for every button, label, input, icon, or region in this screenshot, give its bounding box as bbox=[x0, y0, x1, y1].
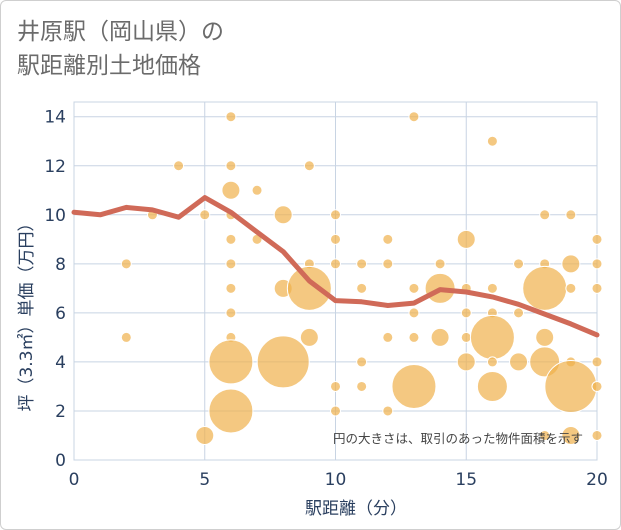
data-bubble bbox=[303, 160, 315, 172]
y-axis-label: 坪（3.3㎡）単価（万円） bbox=[17, 214, 37, 411]
y-tick-label: 12 bbox=[44, 157, 66, 177]
data-bubble bbox=[565, 282, 577, 294]
plot-border bbox=[73, 101, 598, 461]
data-bubble bbox=[330, 380, 341, 392]
data-bubble bbox=[299, 327, 319, 347]
data-bubble bbox=[486, 135, 498, 147]
data-bubble bbox=[391, 363, 437, 409]
data-bubble bbox=[221, 180, 241, 200]
chart-title-line-2: 駅距離別土地価格 bbox=[17, 53, 201, 79]
grid-lines bbox=[73, 101, 598, 461]
data-bubble bbox=[561, 254, 581, 274]
data-bubble bbox=[208, 339, 254, 385]
data-bubble bbox=[544, 359, 598, 413]
data-bubble bbox=[199, 209, 211, 221]
data-bubble bbox=[513, 258, 525, 270]
data-bubble bbox=[513, 307, 525, 319]
data-bubble bbox=[251, 184, 263, 196]
data-bubble bbox=[330, 233, 341, 245]
data-bubble bbox=[430, 327, 450, 347]
data-bubble bbox=[408, 282, 420, 294]
data-bubble bbox=[539, 209, 551, 221]
bubble-layer bbox=[120, 111, 603, 445]
bubble-size-note: 円の大きさは、取引のあった物件面積を示す bbox=[333, 431, 583, 446]
x-tick-label: 5 bbox=[199, 470, 210, 490]
data-bubble bbox=[591, 282, 603, 294]
data-bubble bbox=[522, 265, 568, 311]
data-bubble bbox=[456, 352, 476, 372]
data-bubble bbox=[225, 111, 237, 123]
data-bubble bbox=[434, 258, 446, 270]
data-bubble bbox=[591, 258, 603, 270]
data-bubble bbox=[539, 429, 551, 441]
data-bubble bbox=[460, 331, 472, 343]
data-bubble bbox=[330, 209, 341, 221]
x-axis-label: 駅距離（分） bbox=[305, 499, 407, 519]
x-tick-label: 20 bbox=[586, 470, 608, 490]
data-bubble bbox=[535, 327, 555, 347]
data-bubble bbox=[225, 282, 237, 294]
data-bubble bbox=[509, 352, 529, 372]
x-tick-label: 0 bbox=[69, 470, 80, 490]
data-bubble bbox=[561, 425, 581, 445]
data-bubble bbox=[208, 388, 254, 434]
data-bubble bbox=[120, 258, 132, 270]
data-bubble bbox=[225, 258, 237, 270]
data-bubble bbox=[225, 160, 237, 172]
x-tick-label: 10 bbox=[325, 470, 347, 490]
data-bubble bbox=[330, 405, 341, 417]
data-bubble bbox=[382, 405, 394, 417]
data-bubble bbox=[356, 282, 368, 294]
data-bubble bbox=[120, 331, 132, 343]
data-bubble bbox=[486, 282, 498, 294]
y-tick-label: 4 bbox=[55, 353, 66, 373]
x-tick-label: 15 bbox=[455, 470, 477, 490]
data-bubble bbox=[408, 111, 420, 123]
data-bubble bbox=[382, 233, 394, 245]
data-bubble bbox=[591, 356, 603, 368]
y-tick-label: 0 bbox=[55, 451, 66, 471]
data-bubble bbox=[286, 265, 332, 311]
data-bubble bbox=[356, 356, 368, 368]
y-tick-label: 8 bbox=[55, 255, 66, 275]
y-tick-label: 10 bbox=[44, 206, 66, 226]
data-bubble bbox=[195, 425, 215, 445]
data-bubble bbox=[591, 380, 603, 392]
y-tick-label: 6 bbox=[55, 304, 66, 324]
data-bubble bbox=[408, 331, 420, 343]
data-bubble bbox=[225, 307, 237, 319]
data-bubble bbox=[273, 205, 293, 225]
data-bubble bbox=[591, 429, 603, 441]
data-bubble bbox=[256, 335, 310, 389]
data-bubble bbox=[591, 233, 603, 245]
data-bubble bbox=[225, 233, 237, 245]
data-bubble bbox=[486, 356, 498, 368]
trend-line bbox=[71, 195, 600, 338]
data-bubble bbox=[460, 307, 472, 319]
chart-title: 井原駅（岡山県）の 駅距離別土地価格 bbox=[17, 15, 224, 83]
data-bubble bbox=[476, 370, 508, 402]
data-bubble bbox=[330, 258, 341, 270]
data-bubble bbox=[356, 258, 368, 270]
x-tick-labels: 0 5 10 15 20 bbox=[69, 470, 608, 490]
data-bubble bbox=[469, 314, 515, 360]
data-bubble bbox=[408, 307, 420, 319]
y-tick-labels: 0 2 4 6 8 10 12 14 bbox=[44, 108, 66, 471]
data-bubble bbox=[382, 331, 394, 343]
data-bubble bbox=[565, 209, 577, 221]
data-bubble bbox=[173, 160, 185, 172]
data-bubble bbox=[456, 229, 476, 249]
y-tick-label: 14 bbox=[44, 108, 66, 128]
y-tick-label: 2 bbox=[55, 402, 66, 422]
data-bubble bbox=[382, 258, 394, 270]
chart-title-line-1: 井原駅（岡山県）の bbox=[17, 19, 224, 45]
data-bubble bbox=[356, 380, 368, 392]
